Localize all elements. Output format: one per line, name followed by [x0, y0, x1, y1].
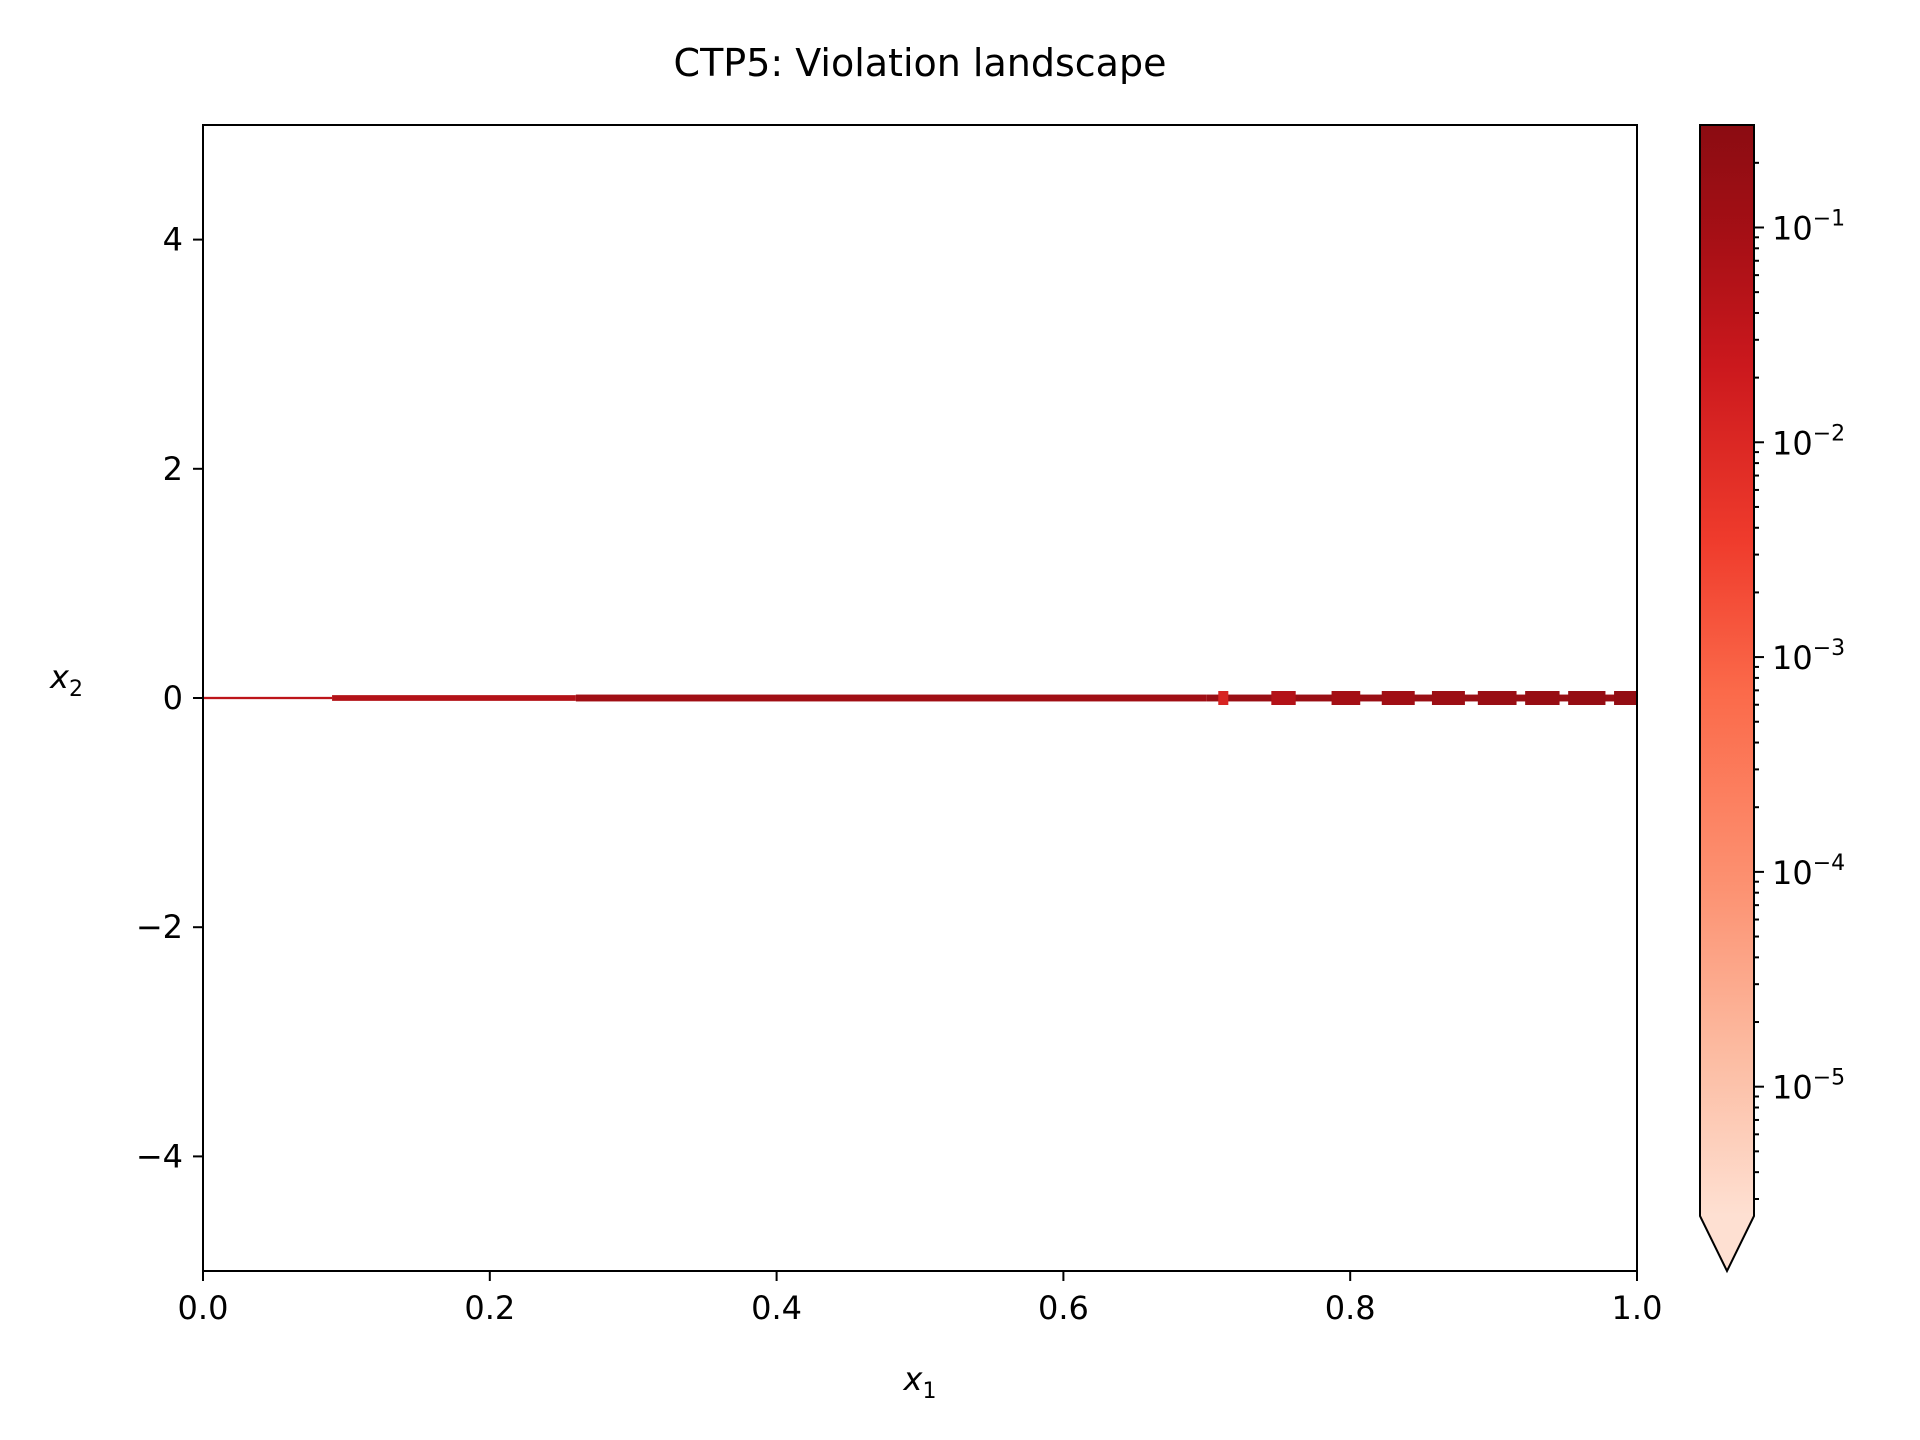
- colorbar-outline: [1699, 124, 1755, 1274]
- violation-band: [1271, 691, 1296, 705]
- x-axis-label: x1: [903, 1360, 937, 1404]
- y-tick-label: −2: [136, 908, 183, 946]
- x-tick-label: 0.4: [751, 1289, 802, 1327]
- violation-band: [1568, 691, 1606, 705]
- colorbar-tick-label: 10−3: [1772, 636, 1845, 677]
- y-tick-label: 2: [163, 450, 183, 488]
- violation-band: [1381, 691, 1415, 705]
- y-tick-label: −4: [136, 1137, 183, 1175]
- violation-band: [1218, 691, 1229, 705]
- colorbar-tick-label: 10−5: [1772, 1066, 1845, 1107]
- plot-area: [203, 691, 1637, 705]
- y-tick-label: 0: [163, 679, 183, 717]
- y-tick-label: 4: [163, 221, 183, 259]
- violation-segment: [1206, 694, 1637, 702]
- x-tick-label: 0.0: [178, 1289, 229, 1327]
- violation-band: [1431, 691, 1465, 705]
- x-tick-label: 0.6: [1038, 1289, 1089, 1327]
- colorbar: [1699, 124, 1755, 1274]
- x-tick-label: 1.0: [1612, 1289, 1663, 1327]
- x-axis: 0.0 0.2 0.4 0.6 0.8 1.0: [178, 1271, 1663, 1327]
- chart-title: CTP5: Violation landscape: [674, 41, 1167, 85]
- violation-band: [1331, 691, 1361, 705]
- violation-band: [1477, 691, 1517, 705]
- colorbar-extend-min: [1700, 1216, 1754, 1271]
- colorbar-ticks: 10−1 10−2 10−3 10−4 10−5: [1754, 161, 1845, 1200]
- violation-band: [1525, 691, 1560, 705]
- colorbar-tick-label: 10−2: [1772, 421, 1845, 462]
- colorbar-tick-label: 10−1: [1772, 206, 1845, 247]
- colorbar-gradient: [1700, 125, 1754, 1216]
- violation-segment: [332, 695, 576, 701]
- colorbar-tick-label: 10−4: [1772, 851, 1845, 892]
- y-axis: 4 2 0 −2 −4: [136, 221, 203, 1175]
- violation-segment: [575, 694, 1207, 702]
- violation-band: [1614, 691, 1637, 705]
- x-tick-label: 0.8: [1325, 1289, 1376, 1327]
- x-tick-label: 0.2: [464, 1289, 515, 1327]
- violation-segment: [203, 696, 333, 700]
- y-axis-label: x2: [49, 658, 83, 702]
